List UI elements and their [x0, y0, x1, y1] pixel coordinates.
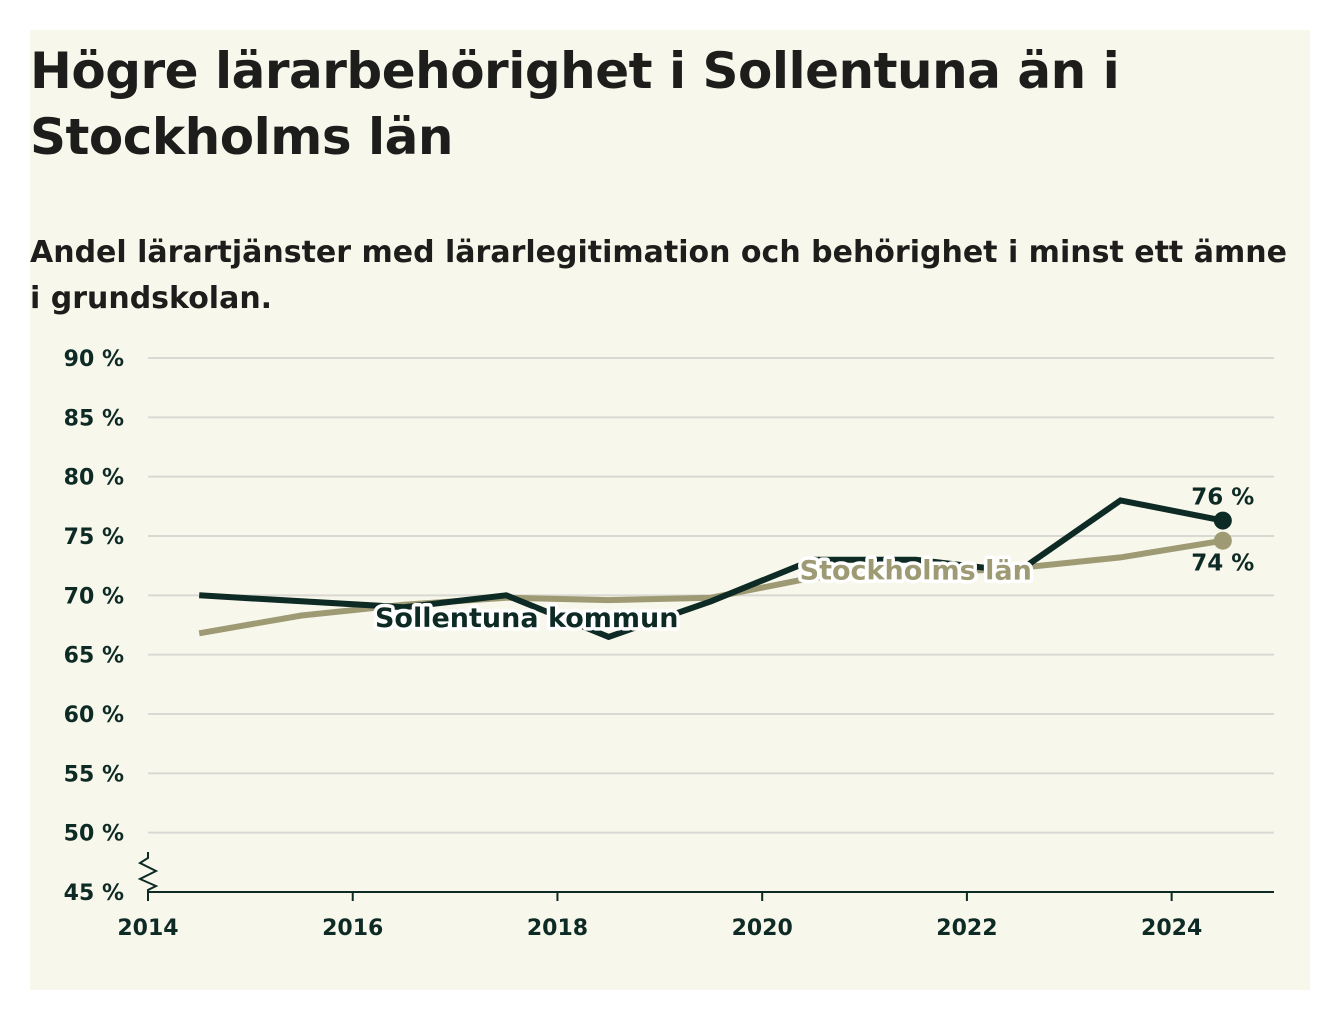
sollentuna-end-value: 76 %: [1191, 485, 1254, 511]
y-tick-label: 80 %: [64, 466, 124, 491]
sollentuna-series-label: Sollentuna kommun: [375, 603, 679, 634]
line-chart: 45 % 50 % 55 % 60 % 65 % 70 % 75 % 80 % 85 % 90 %…: [64, 347, 1274, 941]
y-tick-label: 55 %: [64, 762, 124, 787]
y-tick-label: 70 %: [64, 584, 124, 609]
chart-panel: Högre lärarbehörighet i Sollentuna än i …: [30, 30, 1310, 990]
sollentuna-end-marker: [1213, 511, 1232, 530]
y-tick-label: 75 %: [64, 525, 124, 550]
x-tick-label: 2014: [117, 916, 178, 941]
axis-break-icon: [137, 852, 159, 892]
y-tick-label: 85 %: [64, 406, 124, 431]
y-tick-label: 65 %: [64, 644, 124, 669]
stockholm-series-label: Stockholms län: [800, 555, 1032, 586]
x-tick-label: 2020: [732, 916, 793, 941]
x-tick-label: 2022: [936, 916, 997, 941]
y-tick-label: 50 %: [64, 822, 124, 847]
chart-title: Högre lärarbehörighet i Sollentuna än i …: [30, 42, 1120, 166]
stockholm-end-marker: [1213, 531, 1232, 550]
chart-subtitle: Andel lärartjänster med lärarlegitimatio…: [30, 235, 1287, 316]
sollentuna-line: [199, 497, 1224, 641]
y-tick-label: 60 %: [64, 703, 124, 728]
stockholm-end-value: 74 %: [1191, 551, 1254, 577]
x-tick-label: 2024: [1141, 916, 1202, 941]
x-tick-label: 2016: [322, 916, 383, 941]
y-tick-label: 45 %: [64, 881, 124, 906]
x-tick-label: 2018: [527, 916, 588, 941]
stockholm-line: [198, 537, 1224, 637]
y-tick-label: 90 %: [64, 347, 124, 372]
